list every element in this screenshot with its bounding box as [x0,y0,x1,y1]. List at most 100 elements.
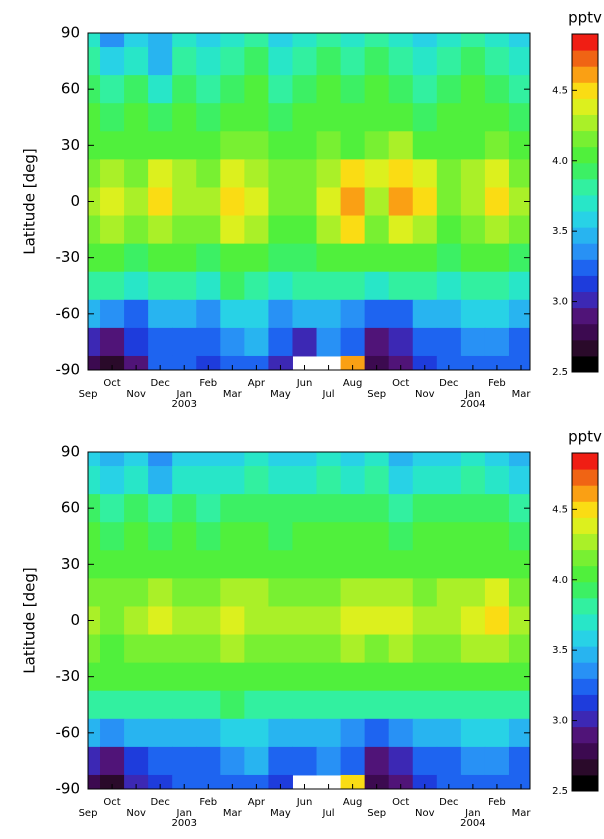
colorbar-swatch [572,291,598,309]
cell [88,466,101,495]
cell [88,215,101,245]
cell [124,215,149,245]
cell [364,550,390,579]
cell [220,33,245,48]
cell [484,103,510,132]
cell [148,355,173,370]
cell [388,634,414,664]
cell [364,690,390,720]
cell [124,466,149,495]
cell [100,271,125,301]
cell [460,33,486,48]
colorbar-swatch [572,98,598,115]
cell [460,690,486,720]
cell [316,522,342,551]
cell [508,452,530,467]
cell [268,746,293,776]
cell [220,327,245,357]
cell [172,522,197,551]
colorbar-tick-label: 3.0 [552,297,568,308]
x-tick-label: Jun [296,797,313,808]
colorbar-tick-label: 2.5 [552,367,568,378]
cell [412,522,438,551]
cell [460,299,486,329]
cell [316,466,342,495]
cell [268,494,293,523]
cell [268,215,293,245]
cell [100,187,125,217]
cell [220,662,245,692]
colorbar-swatch [572,774,598,792]
x-tick-label: Jun [296,378,313,389]
y-axis-label: Latitude [deg] [21,148,39,254]
cell [124,33,149,48]
cell [316,718,342,748]
cell [220,452,245,467]
cell [124,550,149,579]
colorbar-swatch [572,275,598,293]
y-tick-label: -30 [56,248,81,266]
cell [508,746,530,776]
cell [388,47,414,76]
cell [100,522,125,551]
colorbar-swatch [572,243,598,260]
cell [124,75,149,104]
cell [244,550,269,579]
cell [88,690,101,720]
cell [412,299,438,329]
cell [484,466,510,495]
y-tick-label: -90 [56,780,81,798]
colorbar-swatch [572,130,598,148]
cell [196,47,221,76]
cell [316,187,342,217]
cell [88,271,101,301]
cell [460,271,486,301]
cell [340,606,366,636]
x-tick-label: Apr [248,797,266,808]
cell [388,271,414,301]
cell [388,606,414,636]
cell [436,718,462,748]
colorbar-swatch [572,194,598,212]
cell [412,662,438,692]
cell [244,662,269,692]
cell [88,33,101,48]
cell [100,746,125,776]
cell [244,355,269,370]
cell [244,606,269,636]
cell [292,746,318,776]
cell [268,522,293,551]
cell [316,215,342,245]
cell [196,33,221,48]
cell [340,746,366,776]
cell [340,774,366,789]
cell [244,271,269,301]
cell [172,75,197,104]
colorbar-tick-label: 4.0 [552,156,568,167]
cell [100,690,125,720]
cell [340,299,366,329]
cell [88,159,101,188]
cell [148,187,173,217]
cell [508,299,530,329]
cell [100,47,125,76]
cell [436,690,462,720]
cell [100,466,125,495]
colorbar-swatch [572,533,598,551]
cell [268,466,293,495]
cell [460,355,486,370]
cell [148,578,173,607]
cell [148,690,173,720]
cell [88,47,101,76]
colorbar-swatch [572,517,598,534]
cell [220,746,245,776]
cell [316,578,342,607]
x-tick-label: Sep [79,808,98,819]
cell [484,327,510,357]
cell [196,75,221,104]
cell [460,550,486,579]
cell [292,215,318,245]
cell [124,47,149,76]
colorbar-swatch [572,581,598,599]
